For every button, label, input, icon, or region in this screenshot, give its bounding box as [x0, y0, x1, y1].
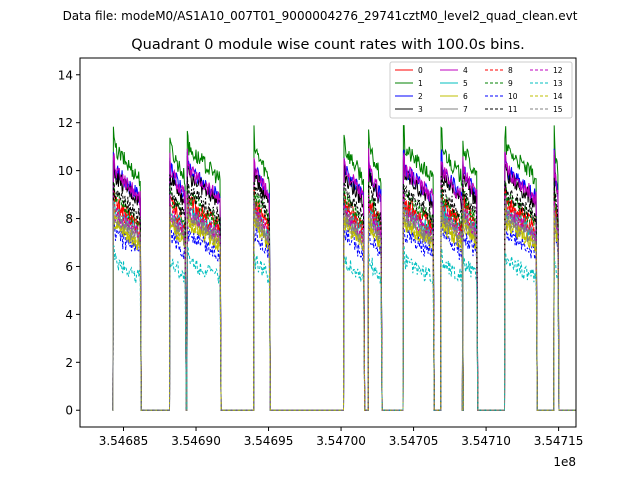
legend-label-8: 8	[508, 66, 513, 75]
x-tick-label: 3.54715	[534, 434, 584, 448]
series-line-15	[112, 196, 576, 411]
legend-label-0: 0	[418, 66, 423, 75]
legend-box	[389, 61, 573, 119]
legend-label-2: 2	[418, 92, 423, 101]
x-offset-label: 1e8	[553, 455, 576, 469]
y-tick-label: 0	[65, 404, 73, 418]
x-tick-label: 3.54695	[244, 434, 294, 448]
axes-frame	[79, 57, 577, 428]
x-tick-label: 3.54685	[99, 434, 149, 448]
chart-title: Quadrant 0 module wise count rates with …	[131, 37, 525, 53]
legend-label-11: 11	[508, 105, 518, 114]
x-tick-label: 3.54690	[171, 434, 221, 448]
y-tick-label: 4	[65, 308, 73, 322]
legend-label-3: 3	[418, 105, 423, 114]
legend-label-14: 14	[553, 92, 563, 101]
series-line-11	[112, 174, 576, 411]
y-tick-label: 8	[65, 212, 73, 226]
series-line-1	[112, 125, 576, 411]
legend-label-10: 10	[508, 92, 518, 101]
legend-label-6: 6	[463, 92, 468, 101]
legend-label-7: 7	[463, 105, 468, 114]
y-tick-label: 10	[58, 164, 73, 178]
x-tick-label: 3.54710	[461, 434, 511, 448]
y-tick-label: 2	[65, 356, 73, 370]
y-axis: 0 2 4 6 8 10 12 14	[58, 68, 80, 418]
series-line-13	[112, 244, 576, 411]
chart-suptitle: Data file: modeM0/AS1A10_007T01_90000042…	[63, 9, 578, 23]
series-line-4	[112, 148, 576, 411]
legend-label-4: 4	[463, 66, 468, 75]
y-tick-label: 6	[65, 260, 73, 274]
x-axis: 3.54685 3.54690 3.54695 3.54700 3.54705 3.547…	[99, 427, 584, 448]
x-tick-label: 3.54700	[316, 434, 366, 448]
legend-label-1: 1	[418, 79, 423, 88]
y-tick-label: 14	[58, 68, 73, 82]
legend-label-12: 12	[553, 66, 563, 75]
plot-area	[112, 125, 576, 411]
x-tick-label: 3.54705	[389, 434, 439, 448]
legend-label-9: 9	[508, 79, 513, 88]
y-tick-label: 12	[58, 116, 73, 130]
legend-label-5: 5	[463, 79, 468, 88]
legend-label-13: 13	[553, 79, 563, 88]
legend-label-15: 15	[553, 105, 563, 114]
